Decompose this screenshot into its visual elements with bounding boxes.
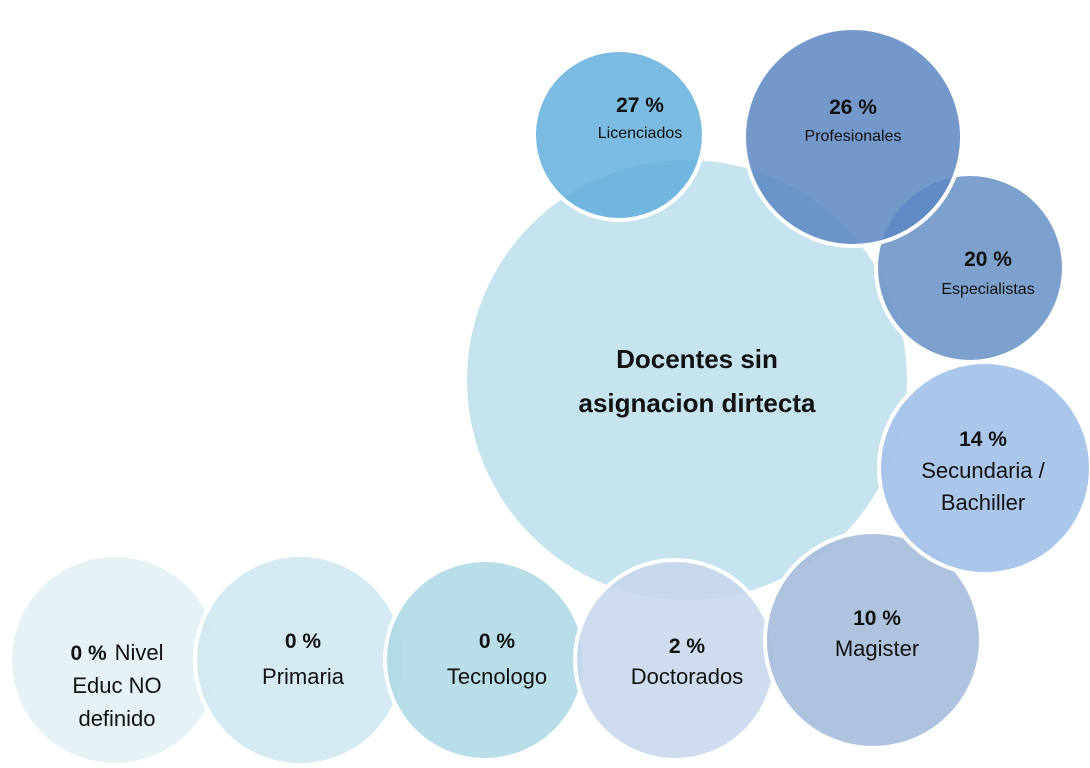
- node-label: Licenciados: [598, 125, 683, 142]
- node-label: Doctorados: [631, 664, 744, 689]
- node-percent: 20 %: [964, 248, 1012, 271]
- node-percent: 26 %: [829, 96, 877, 119]
- node-circle: [383, 558, 587, 762]
- node-percent: 0 %: [479, 630, 516, 653]
- node-circle: [877, 360, 1090, 576]
- node-label: Tecnologo: [447, 664, 547, 689]
- center-label: asignacion dirtecta: [579, 388, 816, 418]
- node-circle: [763, 530, 983, 750]
- node-percent: 10 %: [853, 607, 901, 630]
- node-circle: [742, 26, 964, 248]
- node-circle: [532, 48, 706, 222]
- center-label: Docentes sin: [616, 344, 778, 374]
- node-label: Bachiller: [941, 490, 1025, 515]
- node-label: Especialistas: [941, 281, 1034, 298]
- node-label: Primaria: [262, 664, 345, 689]
- node-label-line: 0 % Nivel: [70, 640, 163, 665]
- node-percent: 0 %: [285, 630, 322, 653]
- node-label: Educ NO: [72, 673, 161, 698]
- node-label: Magister: [835, 636, 919, 661]
- node-percent: 14 %: [959, 428, 1007, 451]
- node-label: Nivel: [115, 640, 164, 665]
- node-label: Secundaria /: [921, 458, 1045, 483]
- node-label: definido: [78, 706, 155, 731]
- node-percent: 2 %: [669, 635, 706, 658]
- node-percent: 0 %: [70, 642, 107, 665]
- node-percent: 27 %: [616, 94, 664, 117]
- node-circle: [573, 558, 777, 762]
- node-label: Profesionales: [805, 128, 902, 145]
- node-circle: [193, 553, 407, 767]
